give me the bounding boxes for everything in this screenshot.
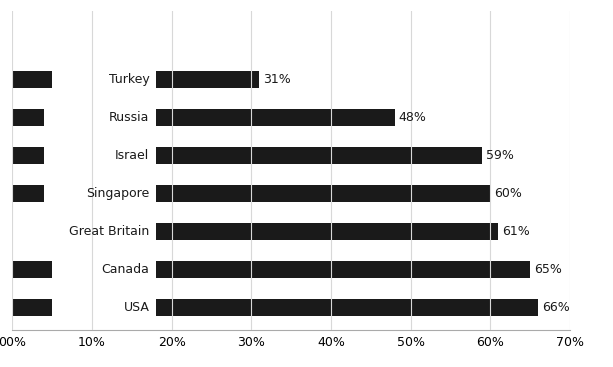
Bar xyxy=(12,147,44,164)
Bar xyxy=(12,185,44,202)
Bar xyxy=(156,71,259,88)
Bar xyxy=(12,71,52,88)
Text: 66%: 66% xyxy=(542,301,570,314)
Text: 48%: 48% xyxy=(399,111,427,124)
Text: Russia: Russia xyxy=(109,111,150,124)
Bar xyxy=(156,261,530,278)
Bar xyxy=(156,147,482,164)
Bar xyxy=(12,109,44,126)
Text: 59%: 59% xyxy=(487,149,514,162)
Text: Canada: Canada xyxy=(102,263,150,276)
Text: 60%: 60% xyxy=(494,187,522,200)
Text: 65%: 65% xyxy=(535,263,562,276)
Text: USA: USA xyxy=(123,301,150,314)
Text: Turkey: Turkey xyxy=(109,73,150,86)
Text: Singapore: Singapore xyxy=(86,187,150,200)
Text: Israel: Israel xyxy=(115,149,150,162)
Text: 31%: 31% xyxy=(264,73,291,86)
Bar xyxy=(156,223,498,240)
Bar xyxy=(156,109,395,126)
Bar xyxy=(156,185,490,202)
Bar xyxy=(156,299,538,316)
Bar xyxy=(12,261,52,278)
Text: Great Britain: Great Britain xyxy=(69,225,150,238)
Text: 61%: 61% xyxy=(503,225,530,238)
Bar xyxy=(12,299,52,316)
